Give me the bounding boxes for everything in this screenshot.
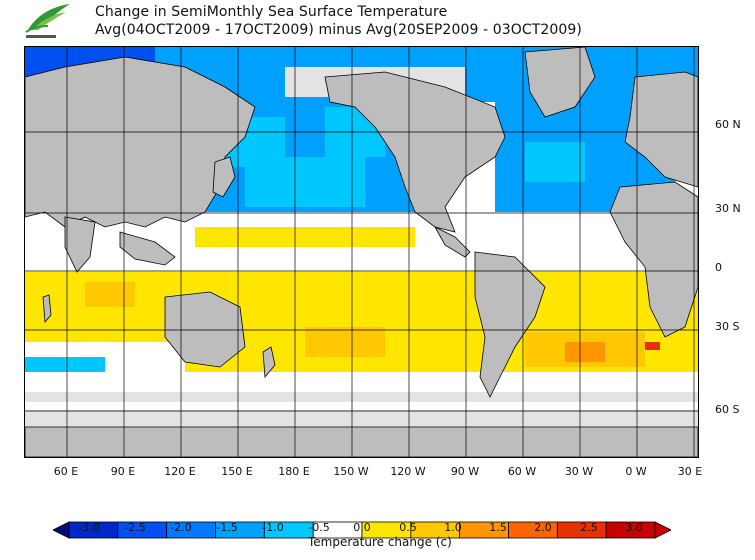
legend-tick: 2.0 [534,521,552,534]
warming-patch [305,327,385,357]
greenland [524,47,596,118]
lon-label: 150 E [221,465,253,478]
lon-label: 120 W [390,465,426,478]
legend-tick: 1.0 [444,521,462,534]
central-america [434,226,471,258]
lat-label: 30 S [715,320,740,333]
landmasses [25,47,698,457]
leaf-logo-icon [25,4,70,38]
india [64,216,96,273]
legend-tick: 2.5 [580,521,598,534]
chart-subtitle: Avg(04OCT2009 - 17OCT2009) minus Avg(20S… [95,22,582,38]
new-zealand [262,346,276,379]
south-atlantic-warming-peak [645,342,660,350]
legend-tick: -0.5 [308,521,330,534]
legend-colorbar [53,521,671,539]
lat-label: 60 S [715,403,740,416]
map-canvas [25,47,698,457]
lon-label: 120 E [164,465,196,478]
indonesia [119,231,176,266]
legend-tick: -2.5 [124,521,146,534]
lon-label: 150 W [333,465,369,478]
north-america [324,71,506,233]
lon-label: 90 W [450,465,480,478]
legend-tick: -2.0 [170,521,192,534]
lon-label: 180 E [278,465,310,478]
lon-label: 30 W [564,465,594,478]
lat-label: 30 N [715,202,741,215]
southern-cooling-patch [25,357,105,372]
legend-tick: 0.0 [353,521,371,534]
legend-tick: 3.0 [625,521,643,534]
south-atlantic-warming-strong [565,342,605,362]
legend-underflow-arrow [53,521,70,539]
legend-tick: -3.0 [78,521,100,534]
header: Change in SemiMonthly Sea Surface Temper… [0,0,755,48]
sst-change-map [24,46,699,458]
lon-label: 0 W [625,465,647,478]
southern-ocean-neutral [25,372,698,410]
tropical-warming [195,227,415,247]
legend-overflow-arrow [654,521,671,539]
lon-label: 30 E [677,465,703,478]
lon-label: 90 E [110,465,136,478]
legend-tick: -1.0 [262,521,284,534]
legend-title: Temperature change (c) [308,535,452,549]
graticule [25,47,698,457]
chart-title: Change in SemiMonthly Sea Surface Temper… [95,4,448,20]
lat-label: 60 N [715,118,741,131]
australia [164,291,246,368]
madagascar [42,294,52,323]
europe [624,71,698,188]
lon-label: 60 W [507,465,537,478]
legend-cells [68,521,656,539]
legend-tick: 0.5 [399,521,417,534]
legend-tick: -1.5 [216,521,238,534]
lon-label: 60 E [53,465,79,478]
japan [212,156,236,198]
warming-patch [85,282,135,307]
south-america [474,251,546,398]
legend-tick: 1.5 [489,521,507,534]
north-atlantic-cooling-light [525,142,585,182]
antarctica [25,426,698,457]
lat-label: 0 [715,261,722,274]
africa [609,181,698,338]
antarctic-sea-ice [25,392,698,402]
north-pacific-cooling-light [245,157,365,207]
